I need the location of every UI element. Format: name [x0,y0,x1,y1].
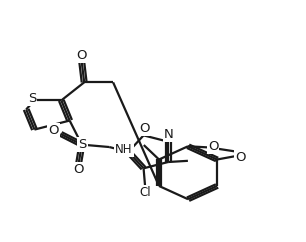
Text: S: S [28,92,36,105]
Text: O: O [49,124,59,137]
Text: O: O [208,140,218,152]
Text: N: N [164,129,174,141]
Text: O: O [139,122,149,135]
Text: O: O [73,163,84,176]
Text: S: S [78,138,87,151]
Text: O: O [235,151,246,164]
Text: Cl: Cl [139,186,151,199]
Text: NH: NH [115,144,133,156]
Text: O: O [76,49,87,62]
